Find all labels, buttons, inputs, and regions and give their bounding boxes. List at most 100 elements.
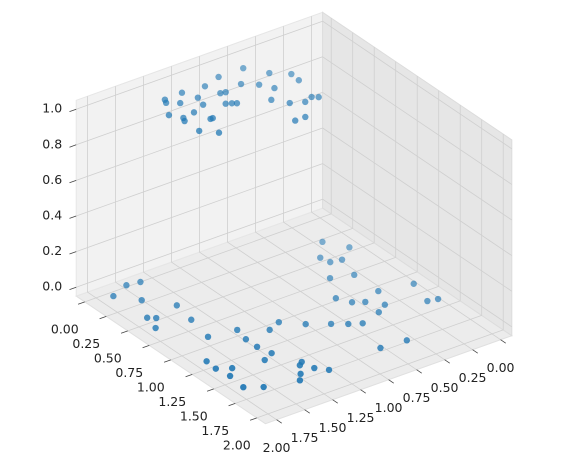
point	[234, 326, 241, 334]
point	[222, 100, 229, 107]
point	[233, 100, 241, 107]
point	[326, 274, 334, 282]
point	[346, 244, 353, 251]
tick-mark	[332, 399, 338, 404]
grid-line	[115, 281, 305, 411]
point	[194, 94, 202, 101]
y-tick-label: 1.25	[347, 410, 375, 425]
grid-line	[322, 163, 513, 292]
point	[377, 344, 384, 352]
x-tick-label: 1.25	[158, 394, 186, 409]
y-tick-label: 0.50	[431, 380, 459, 395]
tick-mark	[69, 144, 77, 148]
y-tick-label: 2.00	[263, 440, 291, 455]
point	[165, 111, 173, 119]
point	[204, 333, 212, 341]
tick-mark	[69, 215, 77, 219]
point	[325, 366, 333, 374]
x-tick-label: 0.75	[115, 365, 143, 380]
point	[345, 320, 352, 328]
y-tick-label: 0.00	[487, 360, 515, 375]
point	[292, 117, 299, 124]
point	[297, 370, 304, 378]
point	[327, 320, 335, 328]
tick-mark	[69, 180, 77, 184]
point	[302, 98, 309, 106]
point	[434, 295, 442, 303]
y-tick-label: 0.25	[459, 370, 487, 385]
point	[375, 309, 382, 316]
point	[403, 337, 411, 344]
tick-mark	[69, 251, 77, 255]
point	[296, 377, 304, 384]
point	[317, 254, 324, 261]
point	[286, 99, 293, 107]
point	[288, 70, 295, 78]
tick-mark	[142, 345, 150, 349]
point	[212, 365, 219, 372]
point	[327, 258, 334, 266]
point	[359, 320, 366, 327]
point	[123, 282, 130, 289]
point	[137, 278, 144, 286]
point	[308, 93, 315, 101]
z-tick-label: 0.4	[42, 208, 62, 223]
point	[302, 320, 309, 328]
point	[253, 343, 261, 350]
point	[138, 296, 145, 304]
tick-mark	[416, 369, 422, 374]
grid-line	[322, 20, 513, 150]
grid-line	[76, 127, 323, 217]
point	[203, 358, 210, 365]
tick-mark	[120, 330, 128, 334]
tick-mark	[276, 419, 282, 424]
point	[237, 80, 245, 88]
point	[271, 84, 278, 92]
grid-line	[322, 56, 513, 185]
point	[143, 314, 151, 321]
grid-line	[322, 127, 513, 256]
point	[228, 100, 236, 107]
grid-line	[311, 211, 501, 341]
point	[296, 362, 304, 369]
point	[110, 292, 117, 300]
x-tick-label: 2.00	[223, 437, 251, 452]
point	[188, 316, 195, 323]
x-tick-label: 0.50	[94, 350, 122, 365]
point	[190, 109, 198, 116]
point	[153, 314, 160, 322]
point	[240, 64, 247, 72]
tick-mark	[163, 359, 171, 363]
point	[351, 271, 358, 279]
point	[410, 280, 417, 287]
x-tick-label: 0.25	[72, 336, 100, 351]
tick-mark	[69, 286, 77, 290]
grid-line	[76, 92, 323, 181]
tick-mark	[444, 359, 450, 364]
point	[362, 298, 369, 306]
point	[381, 301, 389, 308]
point	[152, 324, 159, 332]
tick-mark	[69, 108, 77, 112]
tick-mark	[185, 374, 193, 378]
grid-line	[255, 231, 445, 361]
point	[226, 372, 234, 380]
point	[196, 127, 203, 135]
point	[228, 364, 236, 372]
tick-mark	[249, 417, 257, 421]
grid-line	[76, 163, 323, 252]
grid-line	[76, 198, 323, 288]
point	[180, 114, 187, 122]
y-tick-label: 1.50	[319, 420, 347, 435]
tick-mark	[77, 301, 85, 305]
grid-line	[322, 198, 513, 328]
tick-mark	[472, 349, 478, 354]
point	[268, 96, 275, 104]
z-tick-label: 0.8	[42, 136, 62, 151]
point	[260, 383, 267, 391]
tick-mark	[206, 388, 214, 392]
z-tick-label: 1.0	[42, 101, 62, 116]
point	[217, 90, 224, 97]
point	[268, 349, 275, 357]
